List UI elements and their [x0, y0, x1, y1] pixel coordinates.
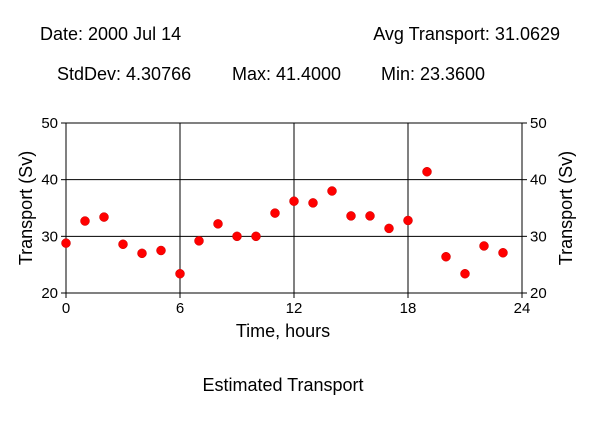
x-tick-label: 12: [286, 300, 303, 317]
data-point: [80, 216, 90, 226]
x-tick-label: 24: [514, 300, 531, 317]
y-axis-label-right: Transport (Sv): [556, 151, 576, 265]
y-tick-label-left: 40: [41, 172, 58, 189]
y-tick-label-right: 20: [530, 285, 547, 302]
data-point: [346, 211, 356, 221]
data-point: [498, 248, 508, 258]
data-point: [251, 231, 261, 242]
data-point: [137, 248, 147, 259]
min-label: Min: 23.3600: [381, 64, 486, 84]
data-point: [365, 211, 375, 221]
data-point: [479, 241, 489, 251]
data-point: [327, 186, 337, 196]
data-point: [460, 268, 470, 279]
y-tick-label-left: 50: [41, 115, 58, 132]
data-point: [289, 196, 299, 206]
data-point: [308, 198, 318, 208]
max-label: Max: 41.4000: [232, 64, 342, 84]
y-axis-label-left: Transport (Sv): [16, 151, 36, 265]
data-point: [99, 212, 109, 222]
x-tick-label: 6: [176, 300, 184, 317]
y-tick-label-left: 20: [41, 285, 58, 302]
chart-caption: Estimated Transport: [202, 375, 364, 395]
x-tick-label: 18: [400, 300, 417, 317]
data-point: [156, 245, 166, 256]
data-point: [403, 215, 413, 226]
data-point: [118, 239, 128, 250]
data-point: [270, 208, 280, 218]
y-tick-label-right: 30: [530, 228, 547, 245]
y-tick-label-right: 40: [530, 172, 547, 189]
date-label: Date: 2000 Jul 14: [40, 24, 182, 44]
data-point: [441, 251, 451, 262]
data-point: [232, 231, 242, 242]
data-point: [384, 223, 394, 234]
x-axis-label: Time, hours: [236, 321, 330, 341]
avg-transport-label: Avg Transport: 31.0629: [373, 24, 560, 44]
data-point: [61, 238, 71, 248]
stddev-label: StdDev: 4.30766: [57, 64, 192, 84]
data-point: [194, 236, 204, 246]
y-tick-label-right: 50: [530, 115, 547, 132]
data-point: [175, 268, 185, 279]
x-tick-label: 0: [62, 300, 70, 317]
data-point: [213, 219, 223, 229]
data-point: [422, 166, 432, 177]
y-tick-label-left: 30: [41, 228, 58, 245]
